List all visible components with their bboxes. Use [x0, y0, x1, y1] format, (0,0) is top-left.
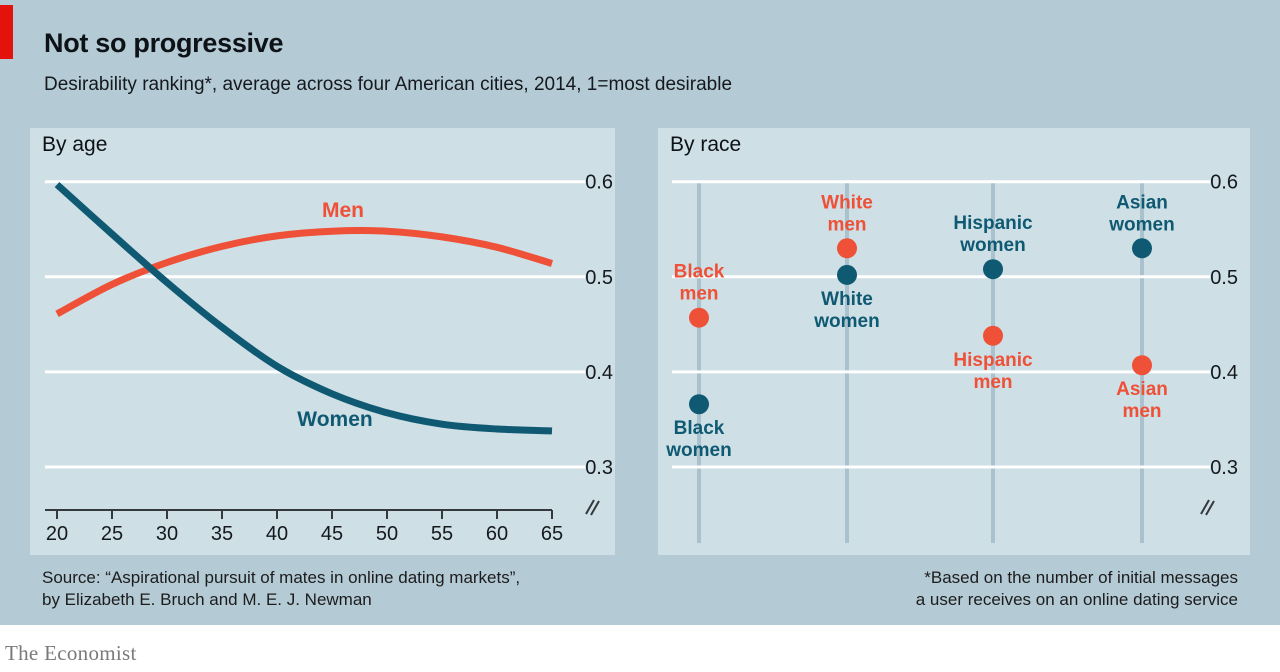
race-dot-chart: 0.6 0.5 0.4 0.3 Black men Black women White men Wh… [665, 172, 1238, 543]
x-tick-label: 55 [431, 523, 453, 545]
footnote: *Based on the number of initial messages… [916, 567, 1238, 611]
label-black-women: Black women [665, 418, 731, 461]
label-hispanic-men: Hispanic men [953, 350, 1033, 393]
dot-black-women [689, 394, 709, 415]
source-line-2: by Elizabeth E. Bruch and M. E. J. Newma… [42, 590, 372, 609]
x-tick-label: 30 [156, 523, 178, 545]
x-tick-label: 45 [321, 523, 343, 545]
panel-by-age-title: By age [42, 133, 108, 156]
x-tick-label: 40 [266, 523, 288, 545]
label-asian-men: Asian men [1116, 379, 1168, 422]
dot-white-men [837, 238, 857, 259]
axis-break-icon [585, 499, 600, 516]
economist-brand: The Economist [5, 641, 137, 665]
y-tick-label: 0.3 [1210, 457, 1238, 479]
dot-hispanic-women [983, 259, 1003, 280]
y-tick-label: 0.5 [1210, 267, 1238, 289]
dot-white-women [837, 264, 857, 285]
dot-hispanic-men [983, 325, 1003, 346]
panel-by-race-title: By race [670, 133, 742, 156]
x-tick-label: 60 [486, 523, 508, 545]
dot-black-men [689, 307, 709, 328]
y-tick-label: 0.4 [585, 362, 613, 384]
x-tick-label: 50 [376, 523, 398, 545]
y-tick-label: 0.5 [585, 267, 613, 289]
label-asian-women: Asian women [1108, 192, 1174, 235]
series-line-men [55, 227, 553, 317]
chart-subtitle: Desirability ranking*, average across fo… [44, 74, 733, 95]
chart-title: Not so progressive [44, 28, 284, 58]
y-tick-label: 0.3 [585, 457, 613, 479]
panel-by-race: 0.6 0.5 0.4 0.3 Black men Black women White men Wh… [658, 128, 1250, 555]
age-line-chart: 0.6 0.5 0.4 0.3 Men Women 20 25 30 35 40 45 50 55 60 65 [45, 172, 613, 545]
source-note: Source: “Aspirational pursuit of mates i… [42, 567, 520, 611]
label-black-men: Black men [674, 262, 725, 305]
economist-red-tab [0, 5, 13, 59]
x-tick-label: 20 [46, 523, 68, 545]
series-line-women [54, 181, 553, 435]
panel-by-age: 0.6 0.5 0.4 0.3 Men Women 20 25 30 35 40 45 50 55 60 65… [30, 128, 615, 555]
y-tick-label: 0.4 [1210, 362, 1238, 384]
x-tick-label: 35 [211, 523, 233, 545]
x-tick-label: 25 [101, 523, 123, 545]
series-label-women: Women [297, 408, 372, 431]
y-tick-label: 0.6 [1210, 172, 1238, 194]
label-white-women: White women [813, 289, 879, 332]
dot-asian-women [1132, 238, 1152, 259]
infographic-card: Not so progressive Desirability ranking*… [0, 0, 1280, 625]
x-tick-label: 65 [541, 523, 563, 545]
axis-break-icon [1200, 499, 1215, 516]
dot-asian-men [1132, 355, 1152, 376]
footnote-line-1: *Based on the number of initial messages [924, 568, 1238, 587]
series-label-men: Men [322, 199, 364, 222]
label-hispanic-women: Hispanic women [953, 213, 1033, 256]
source-line-1: Source: “Aspirational pursuit of mates i… [42, 568, 521, 587]
footnote-line-2: a user receives on an online dating serv… [915, 590, 1238, 609]
y-tick-label: 0.6 [585, 172, 613, 194]
label-white-men: White men [821, 192, 873, 235]
